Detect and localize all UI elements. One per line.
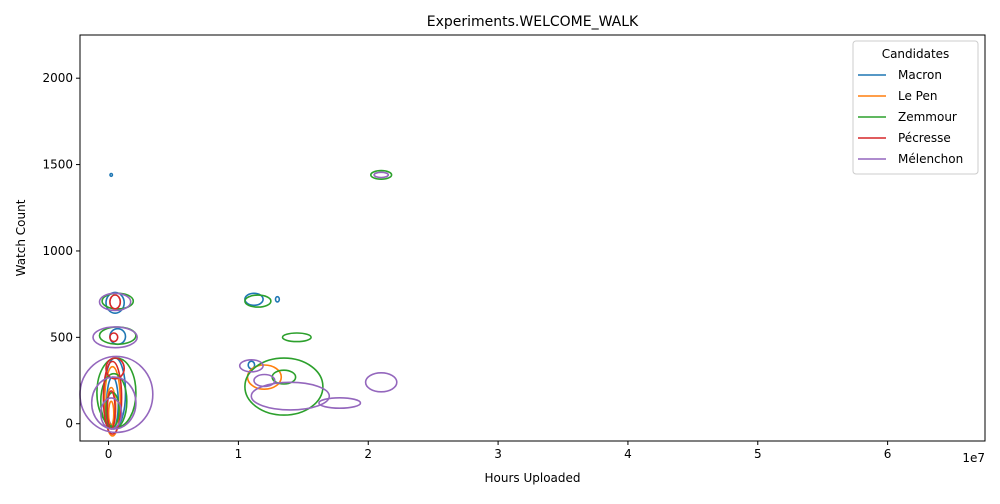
y-tick-label: 1500 <box>42 158 73 172</box>
contour-line <box>244 294 272 308</box>
contour-line <box>109 294 122 310</box>
x-tick-label: 1 <box>235 447 243 461</box>
x-tick-label: 3 <box>494 447 502 461</box>
contour-line <box>109 172 114 178</box>
legend-label: Mélenchon <box>898 152 963 166</box>
series-p-cresse <box>102 294 126 435</box>
contour-line <box>250 381 331 411</box>
contour-line <box>238 358 264 373</box>
contour-line <box>105 291 126 314</box>
x-tick-label: 2 <box>364 447 372 461</box>
legend: Candidates Macron Le Pen Zemmour Pécresse Mél… <box>852 40 979 175</box>
contour-line <box>274 295 281 303</box>
contour-line <box>364 371 398 393</box>
y-axis: 0 500 1000 1500 2000 <box>42 71 80 431</box>
contour-line <box>105 357 126 380</box>
contour-line <box>92 326 139 349</box>
x-tick-label: 6 <box>884 447 892 461</box>
x-tick-label: 0 <box>105 447 113 461</box>
chart-title: Experiments.WELCOME_WALK <box>427 14 639 30</box>
contour-line <box>318 396 362 409</box>
contour-line <box>102 360 123 435</box>
x-axis-label: Hours Uploaded <box>484 471 580 485</box>
series-zemmour <box>96 169 393 430</box>
legend-label: Le Pen <box>898 89 937 103</box>
legend-label: Pécresse <box>898 131 951 145</box>
y-tick-label: 2000 <box>42 71 73 85</box>
contour-line <box>373 171 390 179</box>
contour-line <box>244 357 324 416</box>
legend-title: Candidates <box>882 47 950 61</box>
x-tick-label: 4 <box>624 447 632 461</box>
x-tick-label: 5 <box>754 447 762 461</box>
x-offset-label: 1e7 <box>962 451 985 465</box>
contour-line <box>98 292 132 312</box>
legend-label: Zemmour <box>898 110 957 124</box>
y-tick-label: 500 <box>50 330 73 344</box>
x-axis: 0 1 2 3 4 5 6 <box>105 441 892 461</box>
contour-line <box>281 332 312 343</box>
plot-frame <box>79 34 986 442</box>
plot-area <box>79 169 398 437</box>
legend-label: Macron <box>898 68 942 82</box>
y-tick-label: 0 <box>65 417 73 431</box>
contour-line <box>99 397 123 430</box>
contour-line <box>370 169 393 180</box>
y-tick-label: 1000 <box>42 244 73 258</box>
y-axis-label: Watch Count <box>14 199 28 276</box>
contour-line <box>109 332 119 343</box>
